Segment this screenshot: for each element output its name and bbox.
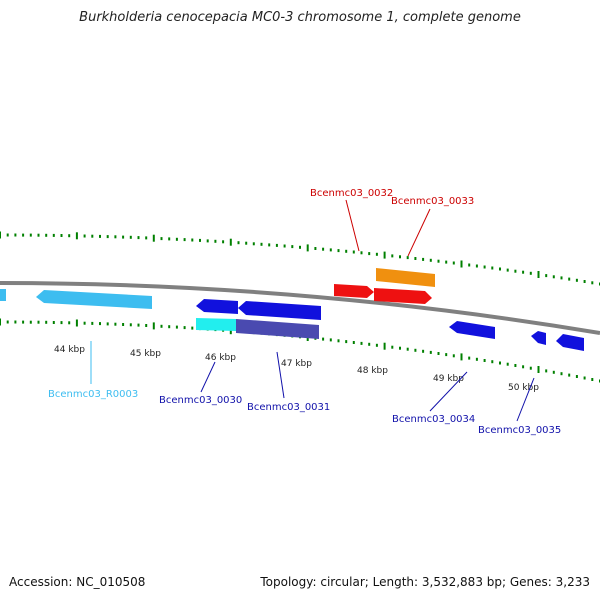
kbp-label-46: 46 kbp: [205, 353, 236, 363]
accession-text: Accession: NC_010508: [9, 575, 146, 589]
gene-label-0035[interactable]: Bcenmc03_0035: [478, 425, 561, 436]
leader-line-0030: [200, 361, 216, 393]
gene-label-0030[interactable]: Bcenmc03_0030: [159, 395, 242, 406]
gene-label-r0003[interactable]: Bcenmc03_R0003: [48, 389, 138, 400]
leader-line-0035: [516, 377, 535, 422]
gene-feature-0032b[interactable]: [374, 288, 432, 304]
kbp-label-50: 50 kbp: [508, 383, 539, 393]
gene-feature-0034[interactable]: [449, 321, 495, 339]
kbp-label-49: 49 kbp: [433, 374, 464, 384]
gene-feature-0035[interactable]: [556, 334, 584, 351]
gene-feature-r0003[interactable]: [36, 290, 152, 309]
gene-label-0034[interactable]: Bcenmc03_0034: [392, 414, 475, 425]
gene-feature-0030[interactable]: [196, 318, 236, 331]
kbp-label-47: 47 kbp: [281, 359, 312, 369]
outer-tick-ring: [0, 231, 600, 286]
gene-label-0033[interactable]: Bcenmc03_0033: [391, 196, 474, 207]
gene-feature-0030-upper[interactable]: [196, 299, 238, 314]
gene-feature-0031[interactable]: [236, 319, 319, 339]
leader-line-0032: [345, 199, 360, 252]
gene-feature-0032[interactable]: [334, 284, 374, 298]
gene-feature-0031-upper[interactable]: [238, 301, 321, 320]
map-title: Burkholderia cenocepacia MC0-3 chromosom…: [79, 10, 521, 25]
leader-line-0031: [276, 351, 285, 399]
gene-feature-partial-left[interactable]: [0, 289, 6, 301]
kbp-label-45: 45 kbp: [130, 349, 161, 359]
leader-line-0034: [429, 371, 468, 412]
chromosome-backbone: [0, 281, 600, 335]
gene-feature-0035a[interactable]: [531, 331, 546, 345]
gene-label-0032[interactable]: Bcenmc03_0032: [310, 188, 393, 199]
gene-feature-0033[interactable]: [376, 268, 435, 287]
leader-line-0033: [407, 208, 431, 257]
gene-label-0031[interactable]: Bcenmc03_0031: [247, 402, 330, 413]
kbp-label-44: 44 kbp: [54, 345, 85, 355]
genome-summary-text: Topology: circular; Length: 3,532,883 bp…: [260, 575, 590, 589]
kbp-label-48: 48 kbp: [357, 366, 388, 376]
